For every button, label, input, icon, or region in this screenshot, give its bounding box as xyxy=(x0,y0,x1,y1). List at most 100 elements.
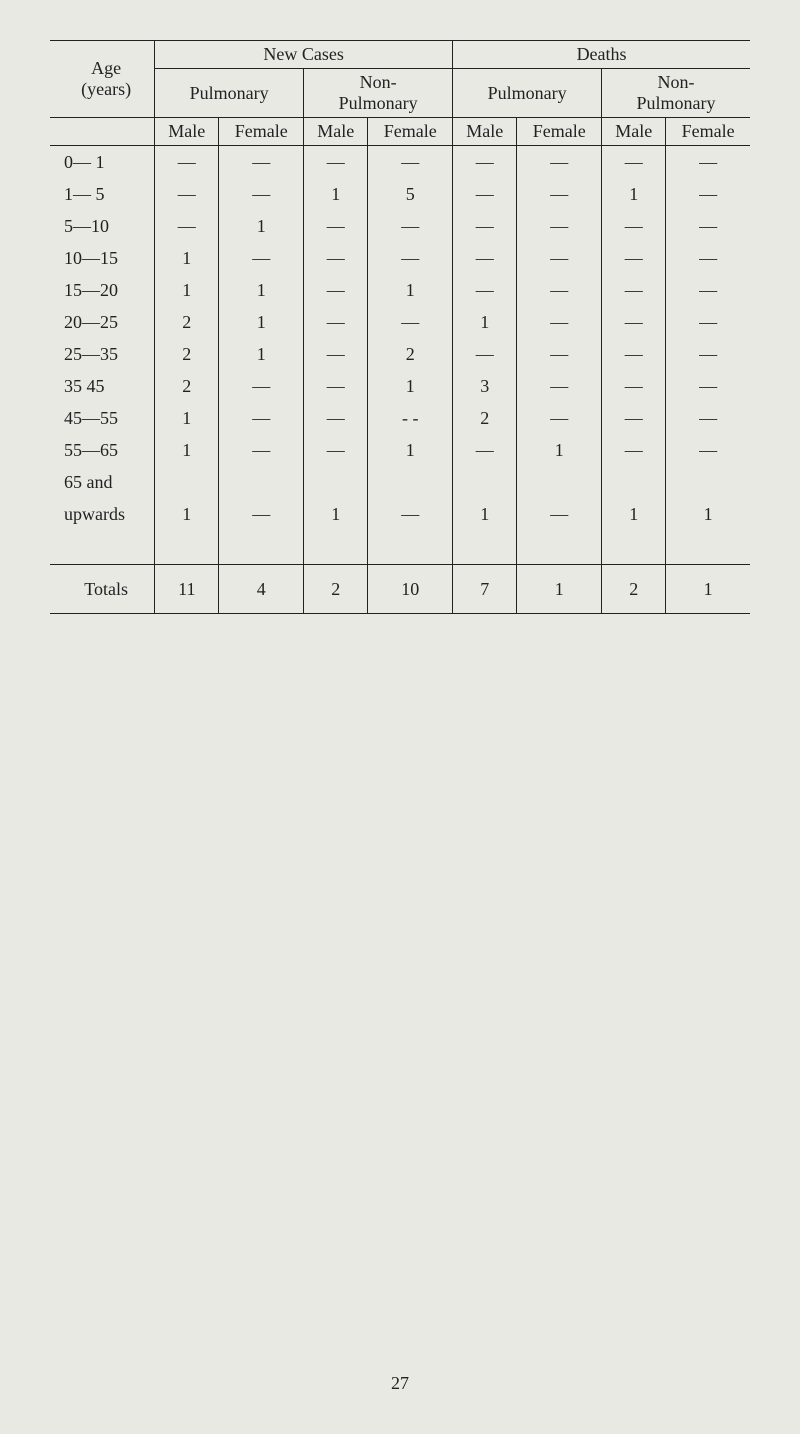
cell: 2 xyxy=(155,338,219,370)
cell xyxy=(219,466,304,498)
cell: — xyxy=(304,338,368,370)
cell: 1 xyxy=(602,498,666,530)
row-label: 35 45 xyxy=(50,370,155,402)
sub-nonpulm1-line2: Pulmonary xyxy=(339,93,418,113)
sub-nonpulm1-line1: Non- xyxy=(360,72,397,92)
super-new-cases: New Cases xyxy=(155,41,453,69)
totals-cell: 1 xyxy=(666,565,750,614)
cell: — xyxy=(602,146,666,179)
table-row: 20—25 2 1 — — 1 — — — xyxy=(50,306,750,338)
cell: — xyxy=(304,242,368,274)
page: Age (years) New Cases Deaths Pulmonary N… xyxy=(0,0,800,1434)
cell xyxy=(602,530,666,565)
cell: — xyxy=(602,402,666,434)
cell: — xyxy=(453,178,517,210)
totals-row: Totals 11 4 2 10 7 1 2 1 xyxy=(50,565,750,614)
sub-nonpulm2-line2: Pulmonary xyxy=(637,93,716,113)
cell: — xyxy=(517,274,602,306)
cell: — xyxy=(219,242,304,274)
cell: — xyxy=(304,274,368,306)
table-row: 15—20 1 1 — 1 — — — — xyxy=(50,274,750,306)
table-row: 5—10 — 1 — — — — — — xyxy=(50,210,750,242)
table-row: 25—35 2 1 — 2 — — — — xyxy=(50,338,750,370)
cell: 1 xyxy=(155,274,219,306)
sex-h-4: Male xyxy=(453,118,517,146)
super-deaths: Deaths xyxy=(453,41,750,69)
cell: — xyxy=(304,402,368,434)
totals-cell: 2 xyxy=(602,565,666,614)
sex-h-2: Male xyxy=(304,118,368,146)
cell: 1 xyxy=(602,178,666,210)
row-label: 55—65 xyxy=(50,434,155,466)
header-row-sub: Pulmonary Non- Pulmonary Pulmonary Non- … xyxy=(50,69,750,118)
row-label: 15—20 xyxy=(50,274,155,306)
cell: - - xyxy=(368,402,453,434)
totals-cell: 4 xyxy=(219,565,304,614)
cell: — xyxy=(517,402,602,434)
row-label: 5—10 xyxy=(50,210,155,242)
cell: 1 xyxy=(219,338,304,370)
cell: — xyxy=(453,338,517,370)
sub-pulmonary-2: Pulmonary xyxy=(453,69,602,118)
cell: — xyxy=(517,498,602,530)
table-container: Age (years) New Cases Deaths Pulmonary N… xyxy=(50,40,750,614)
sub-pulmonary-1: Pulmonary xyxy=(155,69,304,118)
cell: — xyxy=(219,402,304,434)
cell: — xyxy=(517,210,602,242)
table-row-65-line2: upwards 1 — 1 — 1 — 1 1 xyxy=(50,498,750,530)
sub-nonpulmonary-2: Non- Pulmonary xyxy=(602,69,750,118)
cell xyxy=(602,466,666,498)
totals-cell: 1 xyxy=(517,565,602,614)
cell: — xyxy=(517,306,602,338)
cell xyxy=(304,530,368,565)
cell: — xyxy=(602,370,666,402)
cell: 1 xyxy=(517,434,602,466)
cell: — xyxy=(517,338,602,370)
cell: — xyxy=(368,146,453,179)
cell: 1 xyxy=(368,434,453,466)
header-row-sex: Male Female Male Female Male Female Male… xyxy=(50,118,750,146)
cell: — xyxy=(517,242,602,274)
table-row: 1— 5 — — 1 5 — — 1 — xyxy=(50,178,750,210)
cell: 1 xyxy=(219,306,304,338)
totals-cell: 11 xyxy=(155,565,219,614)
cell: 1 xyxy=(219,274,304,306)
cell xyxy=(155,530,219,565)
row-label-line2: upwards xyxy=(50,498,155,530)
cell: 1 xyxy=(368,274,453,306)
cell: 1 xyxy=(155,402,219,434)
cell: — xyxy=(453,434,517,466)
spacer-row xyxy=(50,530,750,565)
cell: 1 xyxy=(666,498,750,530)
header-row-super: Age (years) New Cases Deaths xyxy=(50,41,750,69)
cell xyxy=(517,530,602,565)
cell: 1 xyxy=(304,498,368,530)
cell: 1 xyxy=(155,242,219,274)
cell: — xyxy=(666,402,750,434)
cell: — xyxy=(602,338,666,370)
sub-nonpulm2-line1: Non- xyxy=(658,72,695,92)
table-row: 55—65 1 — — 1 — 1 — — xyxy=(50,434,750,466)
cell: — xyxy=(517,178,602,210)
totals-cell: 7 xyxy=(453,565,517,614)
cell: — xyxy=(602,434,666,466)
cell: — xyxy=(453,210,517,242)
sex-h-6: Male xyxy=(602,118,666,146)
row-label-line1: 65 and xyxy=(50,466,155,498)
sub-nonpulmonary-1: Non- Pulmonary xyxy=(304,69,453,118)
cell xyxy=(517,466,602,498)
cell: 1 xyxy=(368,370,453,402)
data-table: Age (years) New Cases Deaths Pulmonary N… xyxy=(50,40,750,614)
table-row: 45—55 1 — — - - 2 — — — xyxy=(50,402,750,434)
cell: — xyxy=(453,242,517,274)
cell: — xyxy=(219,146,304,179)
table-row: 0— 1 — — — — — — — — xyxy=(50,146,750,179)
cell xyxy=(50,530,155,565)
cell: 2 xyxy=(453,402,517,434)
cell: — xyxy=(517,146,602,179)
row-label: 25—35 xyxy=(50,338,155,370)
cell: — xyxy=(666,370,750,402)
cell xyxy=(219,530,304,565)
cell: 2 xyxy=(155,306,219,338)
cell: 3 xyxy=(453,370,517,402)
